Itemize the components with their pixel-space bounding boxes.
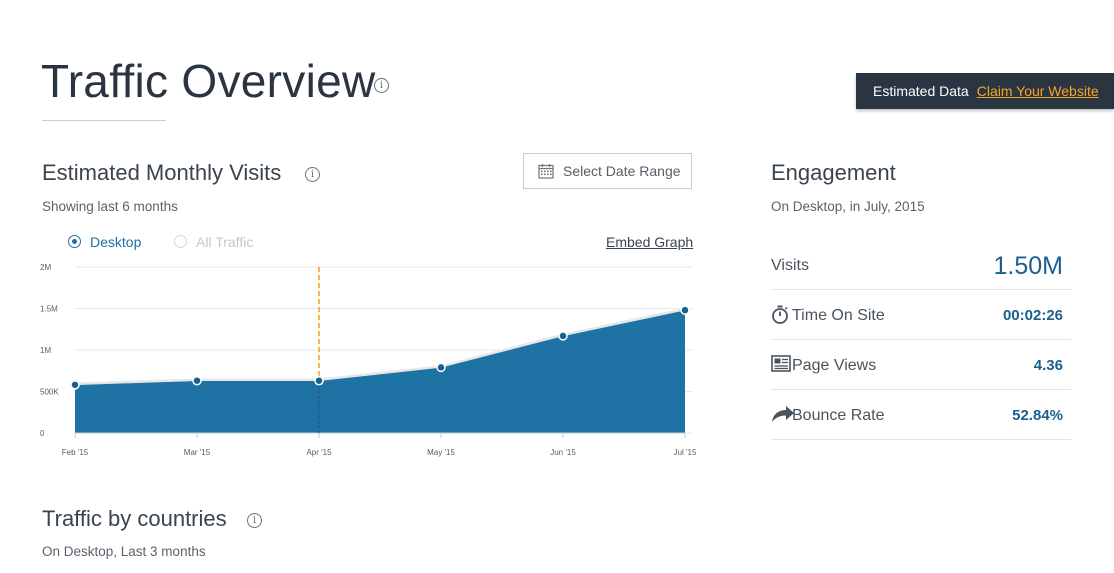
countries-section-title: Traffic by countries bbox=[42, 506, 227, 531]
estimated-data-label: Estimated Data bbox=[873, 83, 969, 99]
data-point bbox=[558, 331, 568, 341]
engagement-subtitle: On Desktop, in July, 2015 bbox=[771, 199, 925, 214]
engagement-row-page-views: Page Views 4.36 bbox=[771, 340, 1071, 390]
page-title: Traffic Overview bbox=[41, 55, 376, 107]
select-date-range-label: Select Date Range bbox=[563, 163, 681, 179]
x-tick-label: May '15 bbox=[427, 448, 455, 457]
x-tick-label: Jun '15 bbox=[550, 448, 576, 457]
desktop-radio-label[interactable]: Desktop bbox=[90, 234, 142, 250]
engagement-row-visits: Visits 1.50M bbox=[771, 240, 1071, 290]
all-traffic-radio[interactable] bbox=[174, 235, 187, 248]
bounce-arrow-icon bbox=[772, 406, 794, 422]
visits-area bbox=[75, 310, 685, 433]
claim-website-link[interactable]: Claim Your Website bbox=[976, 83, 1099, 99]
data-point bbox=[314, 375, 324, 386]
x-tick-label: Mar '15 bbox=[184, 448, 211, 457]
data-point bbox=[680, 305, 690, 315]
y-tick-label: 0 bbox=[40, 429, 45, 438]
title-underline bbox=[42, 120, 166, 121]
engagement-row-time-on-site: Time On Site 00:02:26 bbox=[771, 290, 1071, 340]
data-point bbox=[192, 375, 202, 386]
monthly-visits-chart: 0 500K 1M 1.5M 2M Feb '15 Mar '15 Apr '15 May '1… bbox=[40, 263, 697, 457]
info-icon[interactable]: i bbox=[305, 167, 320, 182]
bounce-rate-value: 52.84% bbox=[1012, 407, 1063, 424]
embed-graph-link[interactable]: Embed Graph bbox=[606, 234, 694, 250]
engagement-title: Engagement bbox=[771, 160, 896, 185]
x-tick-label: Apr '15 bbox=[306, 448, 332, 457]
x-tick-label: Jul '15 bbox=[674, 448, 697, 457]
countries-subtitle: On Desktop, Last 3 months bbox=[42, 544, 206, 559]
engagement-row-bounce-rate: Bounce Rate 52.84% bbox=[771, 390, 1071, 440]
data-point bbox=[436, 362, 446, 373]
y-tick-label: 2M bbox=[40, 263, 51, 272]
visits-subtitle: Showing last 6 months bbox=[42, 199, 178, 214]
estimated-data-banner: Estimated Data Claim Your Website bbox=[856, 73, 1114, 109]
select-date-range-button[interactable]: Select Date Range bbox=[523, 153, 692, 189]
calendar-icon bbox=[538, 164, 554, 179]
data-point bbox=[70, 380, 80, 390]
y-tick-label: 1M bbox=[40, 346, 51, 355]
page-views-value: 4.36 bbox=[1033, 357, 1063, 374]
y-tick-label: 500K bbox=[40, 388, 59, 397]
bounce-rate-label: Bounce Rate bbox=[792, 407, 885, 424]
visits-section-title: Estimated Monthly Visits bbox=[42, 160, 282, 185]
time-on-site-value: 00:02:26 bbox=[1002, 307, 1063, 324]
x-tick-label: Feb '15 bbox=[62, 448, 89, 457]
desktop-radio[interactable] bbox=[68, 235, 81, 248]
y-tick-label: 1.5M bbox=[40, 305, 58, 314]
visits-line bbox=[74, 307, 686, 386]
visits-label: Visits bbox=[771, 257, 809, 274]
all-traffic-radio-label[interactable]: All Traffic bbox=[196, 234, 254, 250]
stopwatch-icon bbox=[772, 305, 788, 324]
info-icon[interactable]: i bbox=[374, 78, 389, 93]
visits-value: 1.50M bbox=[993, 252, 1063, 280]
page-views-label: Page Views bbox=[792, 357, 877, 374]
page-views-icon bbox=[771, 355, 791, 372]
time-on-site-label: Time On Site bbox=[792, 307, 885, 324]
info-icon[interactable]: i bbox=[247, 513, 262, 528]
